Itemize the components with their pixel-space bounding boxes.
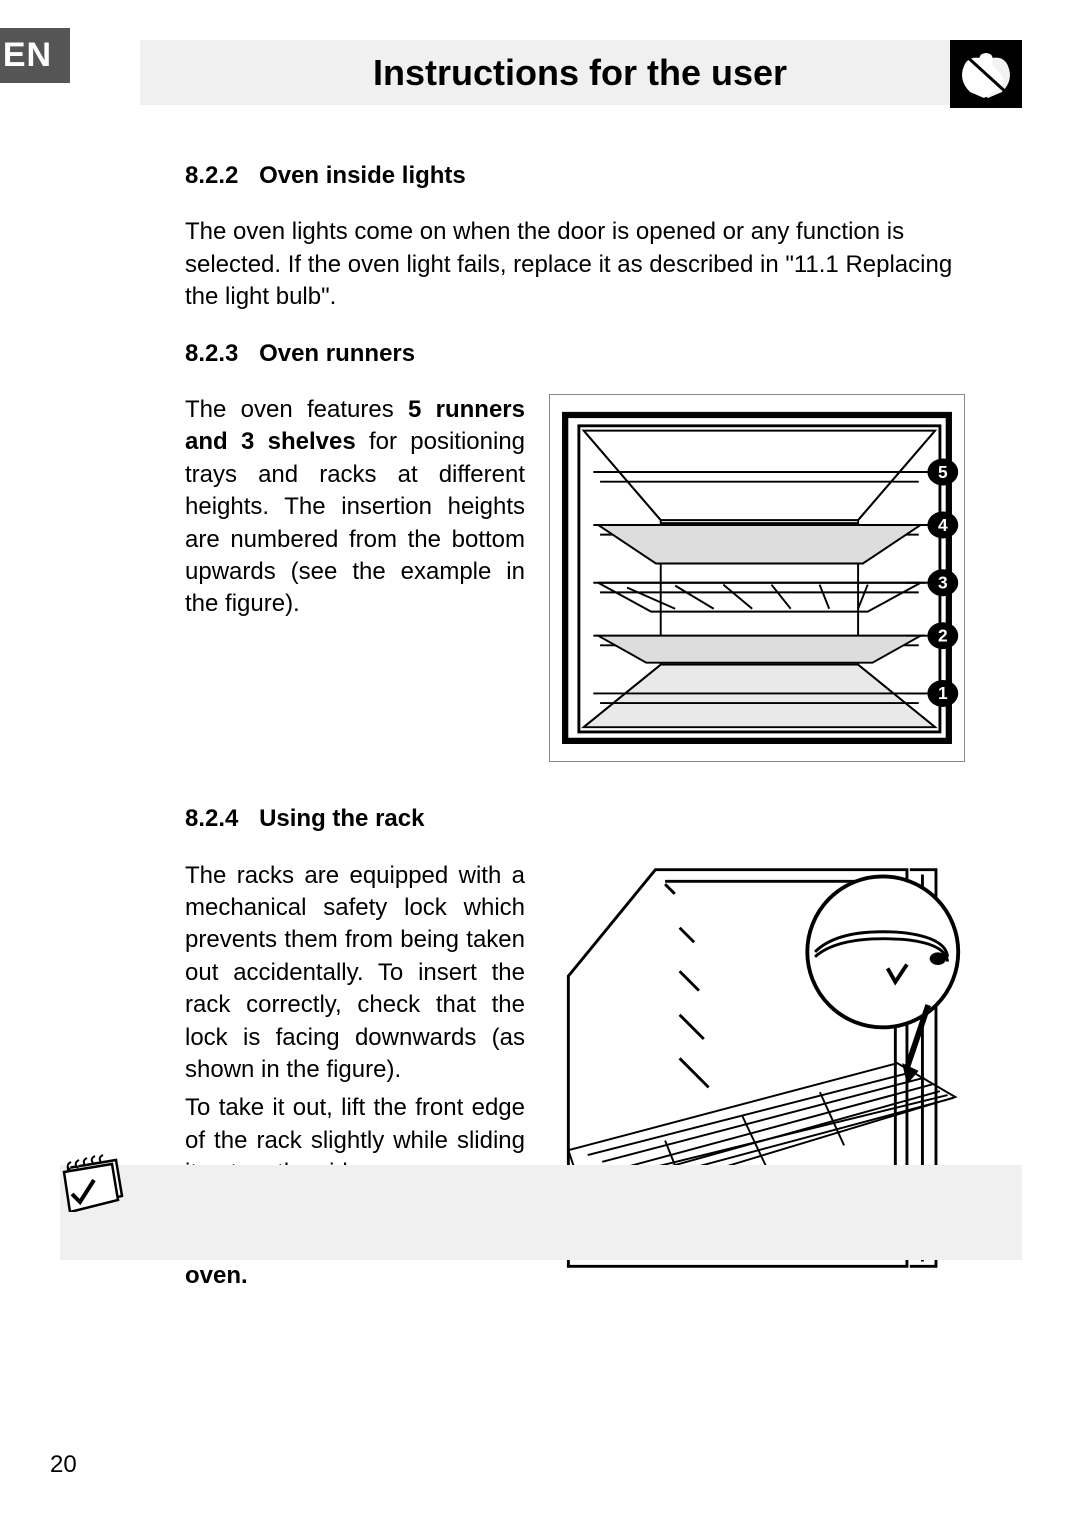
content-area: 8.2.2 Oven inside lights The oven lights… (185, 160, 965, 1317)
paragraph-823: The oven features 5 runners and 3 shelve… (185, 394, 525, 621)
paragraph-824-1: The racks are equipped with a mechanical… (185, 860, 525, 1087)
notes-icon (58, 1150, 128, 1212)
note-bar (60, 1165, 1022, 1260)
p823-post: for positioning trays and racks at diffe… (185, 428, 525, 617)
figure-runners: 5 4 3 2 1 (549, 394, 965, 771)
heading-823-title: Oven runners (259, 340, 415, 367)
heading-822: 8.2.2 Oven inside lights (185, 160, 965, 192)
heading-824-title: Using the rack (259, 805, 424, 832)
section-823-row: The oven features 5 runners and 3 shelve… (185, 394, 965, 771)
section-823-text: The oven features 5 runners and 3 shelve… (185, 394, 525, 645)
heading-822-title: Oven inside lights (259, 162, 466, 189)
runner-label: 2 (938, 625, 948, 645)
heading-824-num: 8.2.4 (185, 805, 238, 832)
runner-label: 5 (938, 462, 948, 482)
runner-label: 3 (938, 572, 948, 592)
heading-823: 8.2.3 Oven runners (185, 338, 965, 370)
page-number: 20 (50, 1451, 77, 1479)
paragraph-822: The oven lights come on when the door is… (185, 216, 965, 313)
p823-pre: The oven features (185, 396, 408, 423)
heading-824: 8.2.4 Using the rack (185, 803, 965, 835)
page-title: Instructions for the user (373, 52, 787, 94)
language-badge: EN (0, 28, 70, 83)
gloves-icon (950, 40, 1022, 108)
header-bar: Instructions for the user (140, 40, 1020, 105)
heading-822-num: 8.2.2 (185, 162, 238, 189)
page: EN Instructions for the user 8.2.2 Oven … (0, 0, 1080, 1529)
heading-823-num: 8.2.3 (185, 340, 238, 367)
runner-label: 1 (938, 683, 948, 703)
runner-label: 4 (938, 515, 948, 535)
